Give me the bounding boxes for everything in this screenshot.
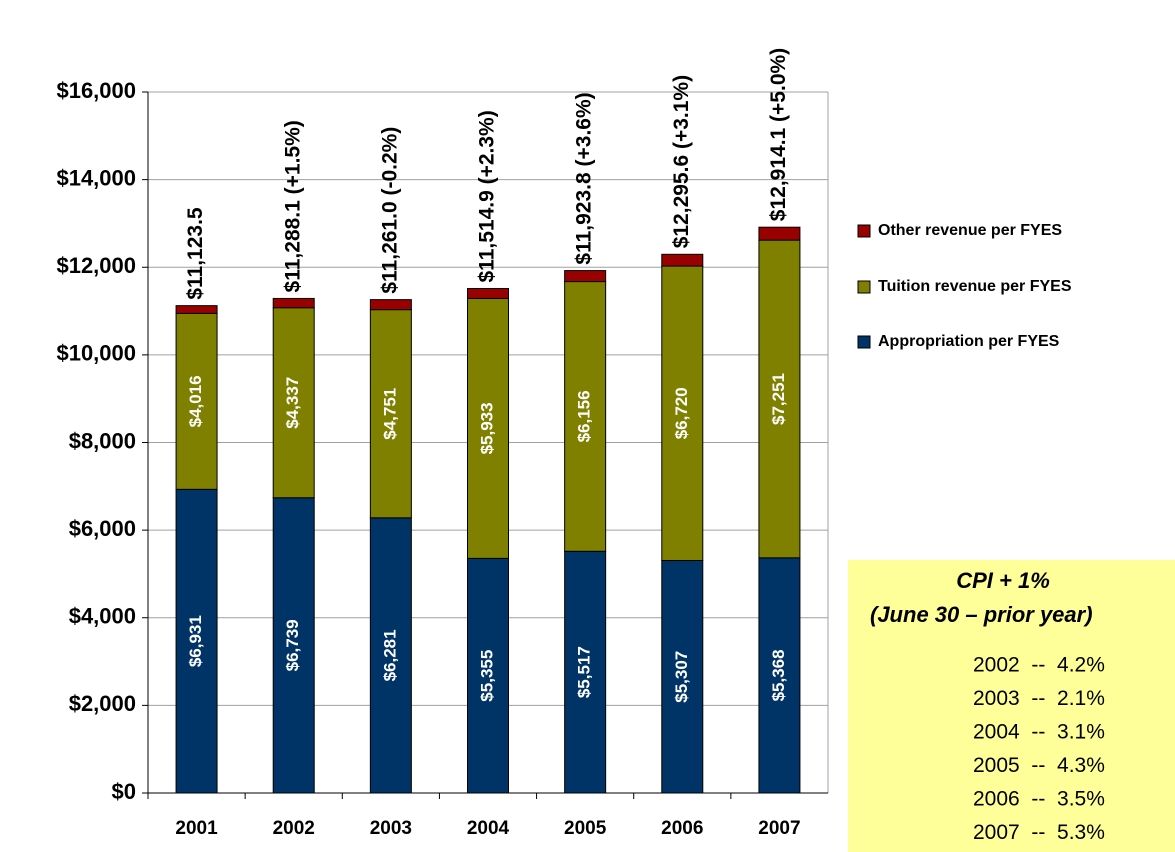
- segment-label: $6,156: [575, 390, 594, 442]
- legend-label: Other revenue per FYES: [878, 222, 1062, 239]
- bar-segment: [564, 550, 607, 794]
- total-label: $11,514.9 (+2.3%): [476, 110, 499, 282]
- segment-label: $6,931: [186, 615, 205, 667]
- bar-segment: [467, 288, 509, 299]
- segment-label: $7,251: [769, 373, 788, 425]
- legend-swatch: [857, 224, 871, 238]
- y-tick-label: $2,000: [69, 691, 136, 716]
- x-tick-label: 2007: [758, 818, 800, 839]
- y-tick-label: $12,000: [56, 253, 136, 278]
- segment-label: $6,739: [283, 619, 302, 671]
- bar-segment: [272, 307, 315, 499]
- x-tick-label: 2003: [370, 818, 412, 839]
- legend-label: Appropriation per FYES: [878, 333, 1060, 350]
- annotation-row: 2005 -- 4.3%: [973, 754, 1105, 777]
- bar-segment: [175, 312, 218, 490]
- segment-label: $6,720: [672, 387, 691, 439]
- segment-label: $5,517: [575, 646, 594, 698]
- x-tick-label: 2005: [564, 818, 607, 839]
- segment-label: $5,368: [769, 649, 788, 701]
- bar-segment: [369, 517, 412, 794]
- bar-segment: [758, 226, 801, 241]
- bar-segment: [467, 297, 509, 559]
- segment-label: $4,016: [186, 375, 205, 427]
- segment-label: $5,355: [477, 650, 496, 702]
- segment-label: $5,933: [477, 402, 496, 454]
- y-tick-label: $8,000: [69, 428, 136, 453]
- x-tick-label: 2002: [273, 818, 315, 839]
- bar-segment: [175, 305, 218, 314]
- segment-label: $6,281: [380, 629, 399, 681]
- x-tick-label: 2006: [661, 818, 703, 839]
- bar-segment: [175, 488, 218, 794]
- segment-label: $4,337: [283, 377, 302, 429]
- legend-label: Tuition revenue per FYES: [878, 278, 1072, 295]
- total-label: $12,914.1 (+5.0%): [767, 48, 790, 221]
- y-tick-label: $4,000: [69, 604, 136, 629]
- bar-segment: [369, 299, 412, 311]
- annotation-row: 2002 -- 4.2%: [973, 654, 1105, 677]
- y-tick-label: $10,000: [56, 341, 136, 366]
- annotation-subtitle: (June 30 – prior year): [870, 602, 1093, 627]
- total-label: $11,261.0 (-0.2%): [378, 127, 401, 294]
- y-tick-label: $14,000: [56, 165, 136, 190]
- y-tick-label: $16,000: [56, 78, 136, 103]
- y-tick-label: $0: [112, 779, 136, 804]
- bar-segment: [467, 557, 509, 794]
- annotation-row: 2003 -- 2.1%: [973, 687, 1105, 710]
- x-tick-label: 2004: [467, 818, 510, 839]
- bar-segment: [661, 559, 704, 794]
- bar-segment: [564, 281, 607, 552]
- segment-label: $5,307: [672, 651, 691, 703]
- annotation-row: 2006 -- 3.5%: [973, 788, 1105, 811]
- y-tick-label: $6,000: [69, 516, 136, 541]
- annotation-row: 2004 -- 3.1%: [973, 721, 1105, 744]
- bar-segment: [369, 309, 412, 519]
- annotation-title: CPI + 1%: [956, 568, 1050, 593]
- cpi-box: [848, 560, 1175, 852]
- bar-segment: [564, 270, 607, 283]
- bar-segment: [758, 239, 801, 559]
- total-label: $11,923.8 (+3.6%): [573, 92, 596, 264]
- total-label: $11,123.5: [184, 207, 207, 300]
- bar-segment: [661, 265, 704, 561]
- annotation-row: 2007 -- 5.3%: [973, 821, 1105, 844]
- bar-segment: [272, 297, 315, 309]
- legend-swatch: [857, 280, 871, 294]
- total-label: $12,295.6 (+3.1%): [670, 75, 693, 248]
- bar-segment: [272, 497, 315, 794]
- legend-swatch: [857, 335, 871, 349]
- bar-segment: [661, 253, 704, 267]
- total-label: $11,288.1 (+1.5%): [281, 120, 304, 292]
- bar-segment: [758, 557, 801, 794]
- x-tick-label: 2001: [175, 818, 218, 839]
- segment-label: $4,751: [380, 388, 399, 440]
